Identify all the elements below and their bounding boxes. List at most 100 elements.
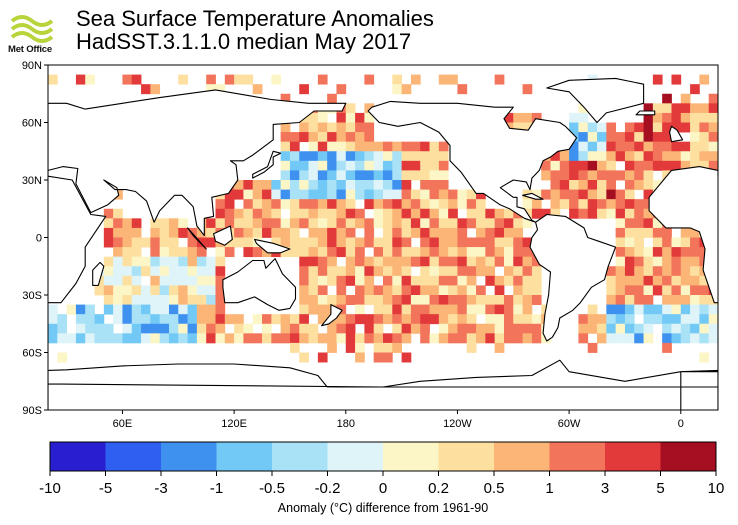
anomaly-cell xyxy=(690,256,700,267)
anomaly-cell xyxy=(569,180,579,190)
anomaly-cell xyxy=(206,314,216,325)
anomaly-cell xyxy=(373,160,384,171)
anomaly-cell xyxy=(559,170,570,181)
anomaly-cell xyxy=(448,314,458,325)
anomaly-cell xyxy=(634,285,644,296)
title-line-1: Sea Surface Temperature Anomalies xyxy=(76,6,434,31)
anomaly-cell xyxy=(690,304,700,315)
anomaly-cell xyxy=(671,74,682,85)
anomaly-cell xyxy=(131,247,142,258)
anomaly-cell xyxy=(66,333,77,344)
anomaly-cell xyxy=(327,275,337,286)
anomaly-cell xyxy=(615,247,626,258)
anomaly-cell xyxy=(271,180,282,190)
anomaly-cell xyxy=(308,199,319,210)
anomaly-cell xyxy=(485,304,496,315)
anomaly-cell xyxy=(429,151,440,162)
anomaly-cell xyxy=(122,323,133,334)
colorbar: -10 -5 -3 -1 -0.5 -0.2 0 0.2 0.5 1 3 5 10 xyxy=(39,441,724,497)
anomaly-cell xyxy=(420,295,430,305)
anomaly-cell xyxy=(215,285,226,296)
anomaly-cell xyxy=(550,199,561,210)
anomaly-cell xyxy=(587,141,598,152)
anomaly-cell xyxy=(522,199,533,210)
anomaly-cell xyxy=(234,227,244,238)
anomaly-cell xyxy=(634,304,644,315)
anomaly-cell xyxy=(355,189,365,200)
anomaly-cell xyxy=(680,275,691,286)
anomaly-cell xyxy=(615,323,626,334)
anomaly-cell xyxy=(420,160,430,171)
anomaly-cell xyxy=(234,333,244,344)
anomaly-cell xyxy=(429,141,440,152)
anomaly-cell xyxy=(587,160,598,171)
anomaly-cell xyxy=(448,266,458,277)
anomaly-cell xyxy=(606,141,617,152)
anomaly-cell xyxy=(243,180,254,190)
anomaly-cell xyxy=(373,352,384,363)
anomaly-cell xyxy=(280,314,291,325)
anomaly-cell xyxy=(420,266,430,277)
anomaly-cell xyxy=(652,132,663,143)
anomaly-cell xyxy=(662,314,672,325)
anomaly-cell xyxy=(708,93,718,104)
anomaly-cell xyxy=(448,275,458,286)
anomaly-cell xyxy=(652,160,663,171)
anomaly-cell xyxy=(150,275,161,286)
anomaly-cell xyxy=(680,237,691,248)
anomaly-cell xyxy=(624,295,635,305)
anomaly-cell xyxy=(662,103,672,114)
anomaly-cell xyxy=(624,256,635,267)
anomaly-cell xyxy=(196,333,207,344)
anomaly-cell xyxy=(308,304,319,315)
anomaly-cell xyxy=(215,295,226,305)
anomaly-cell xyxy=(531,285,542,296)
anomaly-cell xyxy=(262,199,272,210)
anomaly-cell xyxy=(383,352,393,363)
anomaly-cell xyxy=(85,323,95,334)
anomaly-cell xyxy=(708,141,718,152)
anomaly-cell xyxy=(224,247,235,258)
anomaly-cell xyxy=(550,160,561,171)
anomaly-cell xyxy=(522,247,533,258)
anomaly-cell xyxy=(355,218,365,229)
anomaly-cell xyxy=(429,266,440,277)
anomaly-cell xyxy=(57,323,68,334)
anomaly-cell xyxy=(57,333,68,344)
anomaly-cell xyxy=(699,275,710,286)
anomaly-cell xyxy=(671,112,682,123)
anomaly-cell xyxy=(131,275,142,286)
anomaly-cell xyxy=(485,266,496,277)
anomaly-cell xyxy=(206,237,216,248)
anomaly-cell xyxy=(615,141,626,152)
anomaly-cell xyxy=(75,74,86,85)
anomaly-cell xyxy=(494,342,505,353)
anomaly-cell xyxy=(708,122,718,133)
anomaly-cell xyxy=(327,170,337,181)
anomaly-cell xyxy=(708,151,718,162)
anomaly-cell xyxy=(289,151,300,162)
anomaly-cell xyxy=(280,141,291,152)
anomaly-cell xyxy=(671,266,682,277)
anomaly-cell xyxy=(643,314,654,325)
anomaly-cell xyxy=(150,314,161,325)
anomaly-cell xyxy=(57,352,68,363)
anomaly-cell xyxy=(494,247,505,258)
anomaly-cell xyxy=(224,218,235,229)
anomaly-cell xyxy=(280,189,291,200)
anomaly-cell xyxy=(476,199,486,210)
anomaly-cell xyxy=(457,256,468,267)
anomaly-cell xyxy=(308,323,319,334)
anomaly-cell xyxy=(364,266,375,277)
anomaly-cell xyxy=(624,199,635,210)
anomaly-cell xyxy=(476,333,486,344)
anomaly-cell xyxy=(634,199,644,210)
anomaly-cell xyxy=(364,151,375,162)
anomaly-cell xyxy=(122,275,133,286)
anomaly-cell xyxy=(615,295,626,305)
anomaly-cell xyxy=(113,256,123,267)
anomaly-cell xyxy=(345,333,356,344)
anomaly-cell xyxy=(541,160,551,171)
anomaly-cell xyxy=(699,285,710,296)
